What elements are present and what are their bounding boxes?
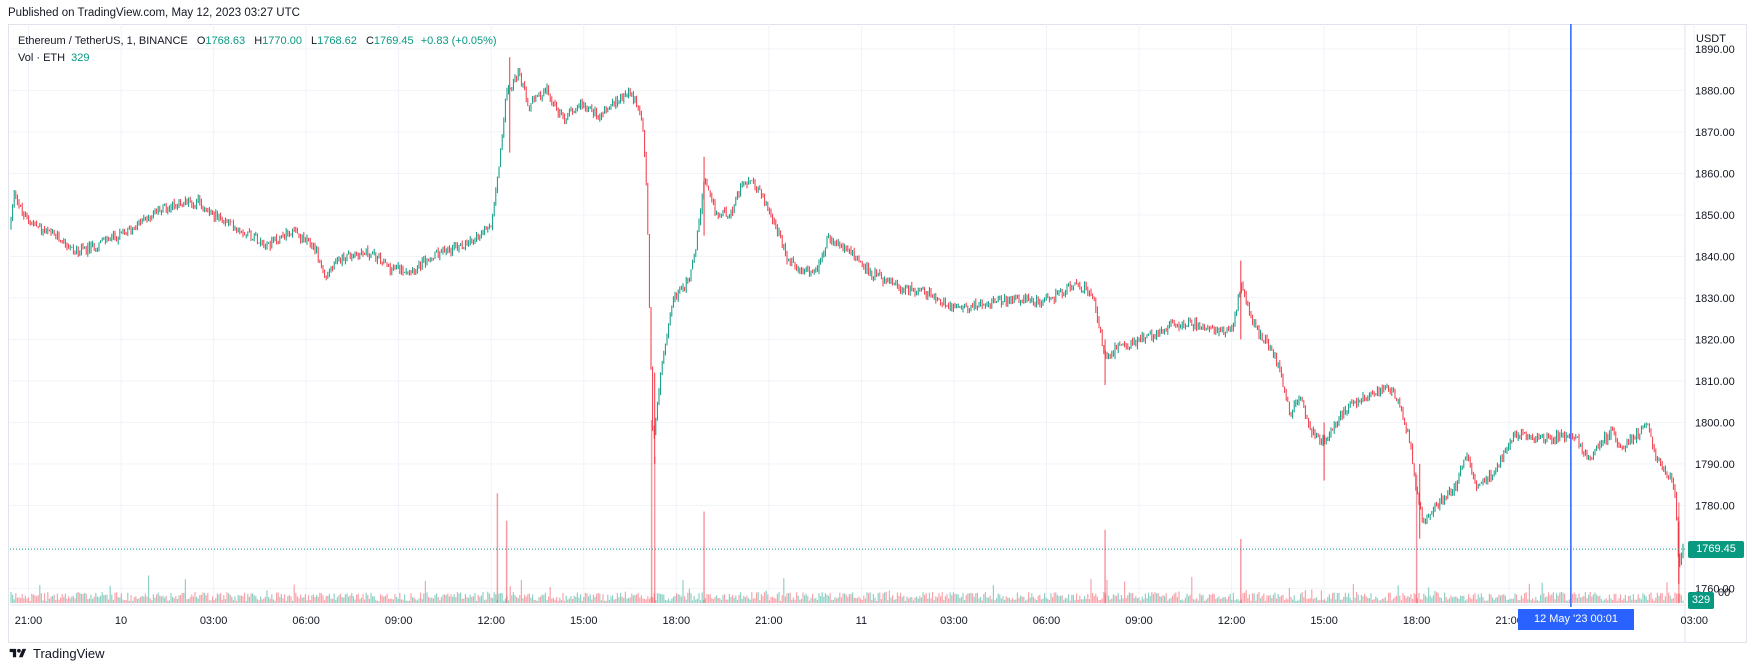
time-tick-label: 09:00 [1125, 615, 1153, 627]
high-value: 1770.00 [262, 35, 302, 47]
time-tick-label: 21:00 [15, 615, 43, 627]
time-tick-label: 12:00 [477, 615, 505, 627]
time-tick-label: 18:00 [1403, 615, 1431, 627]
time-tick-label: 06:00 [292, 615, 320, 627]
symbol-name: Ethereum / TetherUS, 1, BINANCE [18, 35, 188, 47]
crosshair-date-label: 12 May '23 00:01 [1518, 609, 1634, 630]
change-value: +0.83 (+0.05%) [420, 35, 497, 47]
last-price-label: 1769.45 [1688, 541, 1744, 559]
published-header: Published on TradingView.com, May 12, 20… [8, 7, 300, 19]
time-tick-label: 18:00 [663, 615, 691, 627]
symbol-legend: Ethereum / TetherUS, 1, BINANCE O1768.63… [18, 35, 497, 47]
volume-label: Vol · ETH [18, 52, 66, 64]
volume-value: 329 [71, 52, 90, 64]
time-tick-label: 10 [115, 615, 127, 627]
time-tick-label: 06:00 [1033, 615, 1061, 627]
price-tick-label: 1870.00 [1695, 127, 1735, 139]
tradingview-logo-icon [9, 648, 27, 658]
brand-name: TradingView [33, 646, 105, 661]
price-tick-label: 1880.00 [1695, 85, 1735, 97]
price-axis-ticks: 1760.001770.001780.001790.001800.001810.… [1695, 44, 1735, 596]
price-tick-partial: 00 [1718, 587, 1731, 599]
price-tick-label: 1820.00 [1695, 334, 1735, 346]
open-value: 1768.63 [205, 35, 246, 47]
price-tick-label: 1840.00 [1695, 251, 1735, 263]
time-axis-ticks: 21:00 10 03:00 06:00 09:00 12:00 15:00 18:00 21:… [15, 615, 1708, 627]
price-tick-label: 1830.00 [1695, 293, 1735, 305]
time-tick-label: 03:00 [1680, 615, 1708, 627]
low-value: 1768.62 [317, 35, 357, 47]
price-tick-label: 1860.00 [1695, 168, 1735, 180]
price-tick-label: 1890.00 [1695, 44, 1735, 56]
price-tick-label: 1810.00 [1695, 376, 1735, 388]
tradingview-footer[interactable]: TradingView [8, 646, 105, 661]
volume-legend: Vol · ETH 329 [18, 52, 89, 64]
time-tick-label: 03:00 [940, 615, 968, 627]
close-value: 1769.45 [373, 35, 414, 47]
price-tick-label: 1850.00 [1695, 210, 1735, 222]
price-tick-label: 1780.00 [1695, 500, 1735, 512]
open-key: O [196, 35, 206, 47]
low-key: L [311, 35, 318, 47]
time-tick-label: 21:00 [1495, 615, 1523, 627]
candles [10, 57, 1684, 585]
chart-grid [10, 24, 1695, 643]
time-tick-label: 03:00 [200, 615, 228, 627]
time-tick-label: 11 [856, 615, 867, 627]
chart-frame[interactable] [8, 24, 1747, 643]
volume-bars [10, 420, 1684, 603]
time-tick-label: 15:00 [570, 615, 598, 627]
last-volume-label: 329 [1688, 592, 1714, 609]
currency-label: USDT [1696, 33, 1726, 45]
time-tick-label: 12:00 [1218, 615, 1246, 627]
close-key: C [365, 35, 374, 47]
time-tick-label: 21:00 [755, 615, 783, 627]
high-key: H [254, 35, 263, 47]
time-tick-label: 09:00 [385, 615, 413, 627]
price-tick-label: 1790.00 [1695, 459, 1735, 471]
price-tick-label: 1800.00 [1695, 417, 1735, 429]
time-tick-label: 15:00 [1310, 615, 1338, 627]
